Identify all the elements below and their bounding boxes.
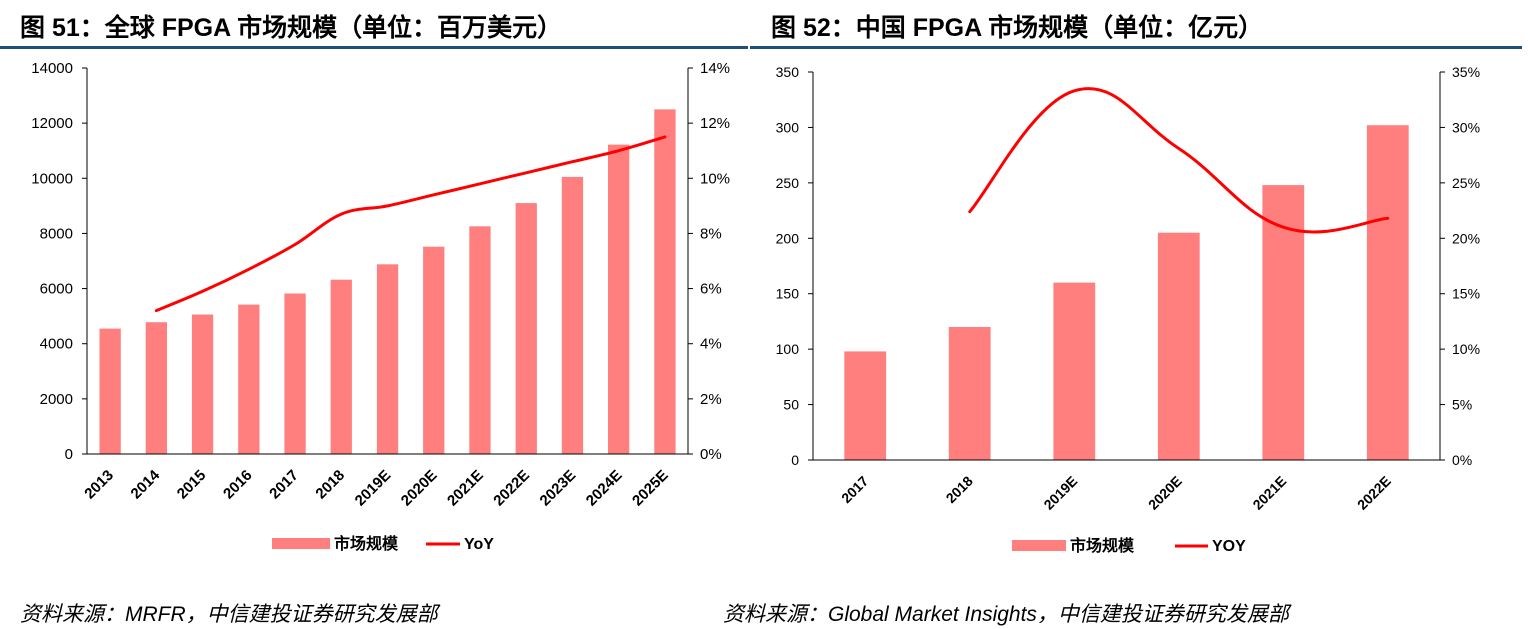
x-tick-label: 2025E bbox=[629, 467, 672, 510]
figure-51-title: 图 51：全球 FPGA 市场规模（单位：百万美元） bbox=[20, 14, 563, 42]
right-tick-label: 12% bbox=[700, 115, 730, 132]
x-tick-label: 2024E bbox=[583, 467, 626, 510]
figure-52-title: 图 52：中国 FPGA 市场规模（单位：亿元） bbox=[771, 14, 1264, 42]
right-tick-label: 8% bbox=[700, 225, 722, 242]
bar-2018 bbox=[948, 327, 991, 460]
figure-52-title-rule bbox=[750, 46, 1522, 49]
x-tick-label: 2022E bbox=[1354, 473, 1394, 513]
x-tick-label: 2022E bbox=[490, 467, 533, 510]
x-tick-label: 2016 bbox=[220, 467, 256, 503]
legend-bar-label: 市场规模 bbox=[334, 534, 399, 553]
x-tick-label: 2020E bbox=[1145, 473, 1185, 513]
bar-2015 bbox=[191, 314, 214, 454]
bar-2023E bbox=[561, 176, 584, 454]
left-tick-label: 12000 bbox=[31, 115, 73, 132]
bar-2019E bbox=[376, 264, 399, 454]
bar-2020E bbox=[1157, 232, 1200, 460]
legend-bar-label: 市场规模 bbox=[1070, 536, 1135, 555]
bar-2014 bbox=[145, 322, 167, 454]
x-tick-label: 2018 bbox=[943, 473, 976, 506]
x-tick-label: 2019E bbox=[352, 467, 395, 510]
right-tick-label: 10% bbox=[1452, 341, 1480, 357]
china-fpga-market-chart: 0 50 100 150 200 250 300 350 0% 5% 10% 15% 20% 25% 30… bbox=[776, 64, 1480, 555]
bar-2022E bbox=[515, 203, 537, 454]
left-tick-label: 0 bbox=[65, 446, 73, 463]
right-tick-label: 35% bbox=[1452, 64, 1480, 80]
right-tick-label: 14% bbox=[700, 60, 730, 77]
right-tick-label: 0% bbox=[700, 446, 722, 463]
figure-51-source: 资料来源：MRFR，中信建投证券研究发展部 bbox=[20, 603, 438, 626]
legend-line-label: YOY bbox=[1212, 538, 1246, 555]
x-tick-label: 2015 bbox=[174, 467, 210, 503]
bar-2013 bbox=[99, 328, 121, 454]
yoy-line bbox=[154, 135, 667, 313]
chart-52-legend: 市场规模 YOY bbox=[1012, 536, 1246, 555]
left-tick-label: 14000 bbox=[31, 60, 73, 77]
figure-52-source: 资料来源：Global Market Insights，中信建投证券研究发展部 bbox=[723, 603, 1289, 626]
x-tick-label: 2021E bbox=[444, 467, 487, 510]
left-tick-label: 6000 bbox=[40, 281, 73, 298]
right-tick-label: 0% bbox=[1452, 452, 1472, 468]
right-tick-label: 6% bbox=[700, 281, 722, 298]
x-tick-label: 2019E bbox=[1040, 473, 1080, 513]
legend-bar-swatch bbox=[272, 538, 330, 549]
right-tick-label: 10% bbox=[700, 170, 730, 187]
x-tick-label: 2014 bbox=[128, 466, 164, 502]
x-tick-label: 2023E bbox=[537, 467, 580, 510]
legend-line-label: YoY bbox=[464, 536, 494, 553]
bar-2022E bbox=[1366, 125, 1409, 460]
right-tick-label: 25% bbox=[1452, 175, 1480, 191]
x-tick-label: 2020E bbox=[398, 467, 441, 510]
left-tick-label: 8000 bbox=[40, 225, 73, 242]
left-tick-label: 100 bbox=[776, 341, 800, 357]
right-tick-label: 5% bbox=[1452, 397, 1472, 413]
figure-51-title-rule bbox=[0, 46, 748, 49]
left-tick-label: 10000 bbox=[31, 170, 73, 187]
legend-bar-swatch bbox=[1012, 540, 1066, 551]
left-tick-label: 350 bbox=[776, 64, 800, 80]
left-tick-label: 4000 bbox=[40, 336, 73, 353]
bar-2020E bbox=[423, 246, 445, 454]
right-tick-label: 2% bbox=[700, 391, 722, 408]
bar-2018 bbox=[330, 279, 352, 454]
x-tick-label: 2021E bbox=[1249, 473, 1289, 513]
right-tick-label: 4% bbox=[700, 336, 722, 353]
x-tick-label: 2017 bbox=[266, 467, 302, 503]
left-tick-label: 250 bbox=[776, 175, 800, 191]
bar-2021E bbox=[469, 226, 491, 454]
right-tick-label: 30% bbox=[1452, 119, 1480, 135]
bar-2025E bbox=[654, 109, 676, 455]
bar-2024E bbox=[608, 144, 630, 454]
global-fpga-market-chart: 0 2000 4000 6000 8000 10000 12000 14000 0% 2% 4% 6… bbox=[31, 60, 730, 553]
right-tick-label: 20% bbox=[1452, 230, 1480, 246]
chart-51-legend: 市场规模 YoY bbox=[272, 534, 494, 553]
right-tick-label: 15% bbox=[1452, 286, 1480, 302]
x-tick-label: 2017 bbox=[838, 473, 871, 506]
left-tick-label: 0 bbox=[791, 452, 799, 468]
left-tick-label: 200 bbox=[776, 230, 800, 246]
left-tick-label: 300 bbox=[776, 119, 800, 135]
x-tick-label: 2018 bbox=[312, 467, 348, 503]
bar-2017 bbox=[844, 351, 887, 460]
x-tick-label: 2013 bbox=[81, 467, 117, 503]
yoy-line bbox=[968, 87, 1390, 234]
left-tick-label: 50 bbox=[783, 397, 799, 413]
bar-2019E bbox=[1053, 282, 1096, 460]
left-tick-label: 150 bbox=[776, 286, 800, 302]
bar-2017 bbox=[284, 293, 306, 454]
bar-2016 bbox=[238, 304, 260, 454]
left-tick-label: 2000 bbox=[40, 391, 73, 408]
